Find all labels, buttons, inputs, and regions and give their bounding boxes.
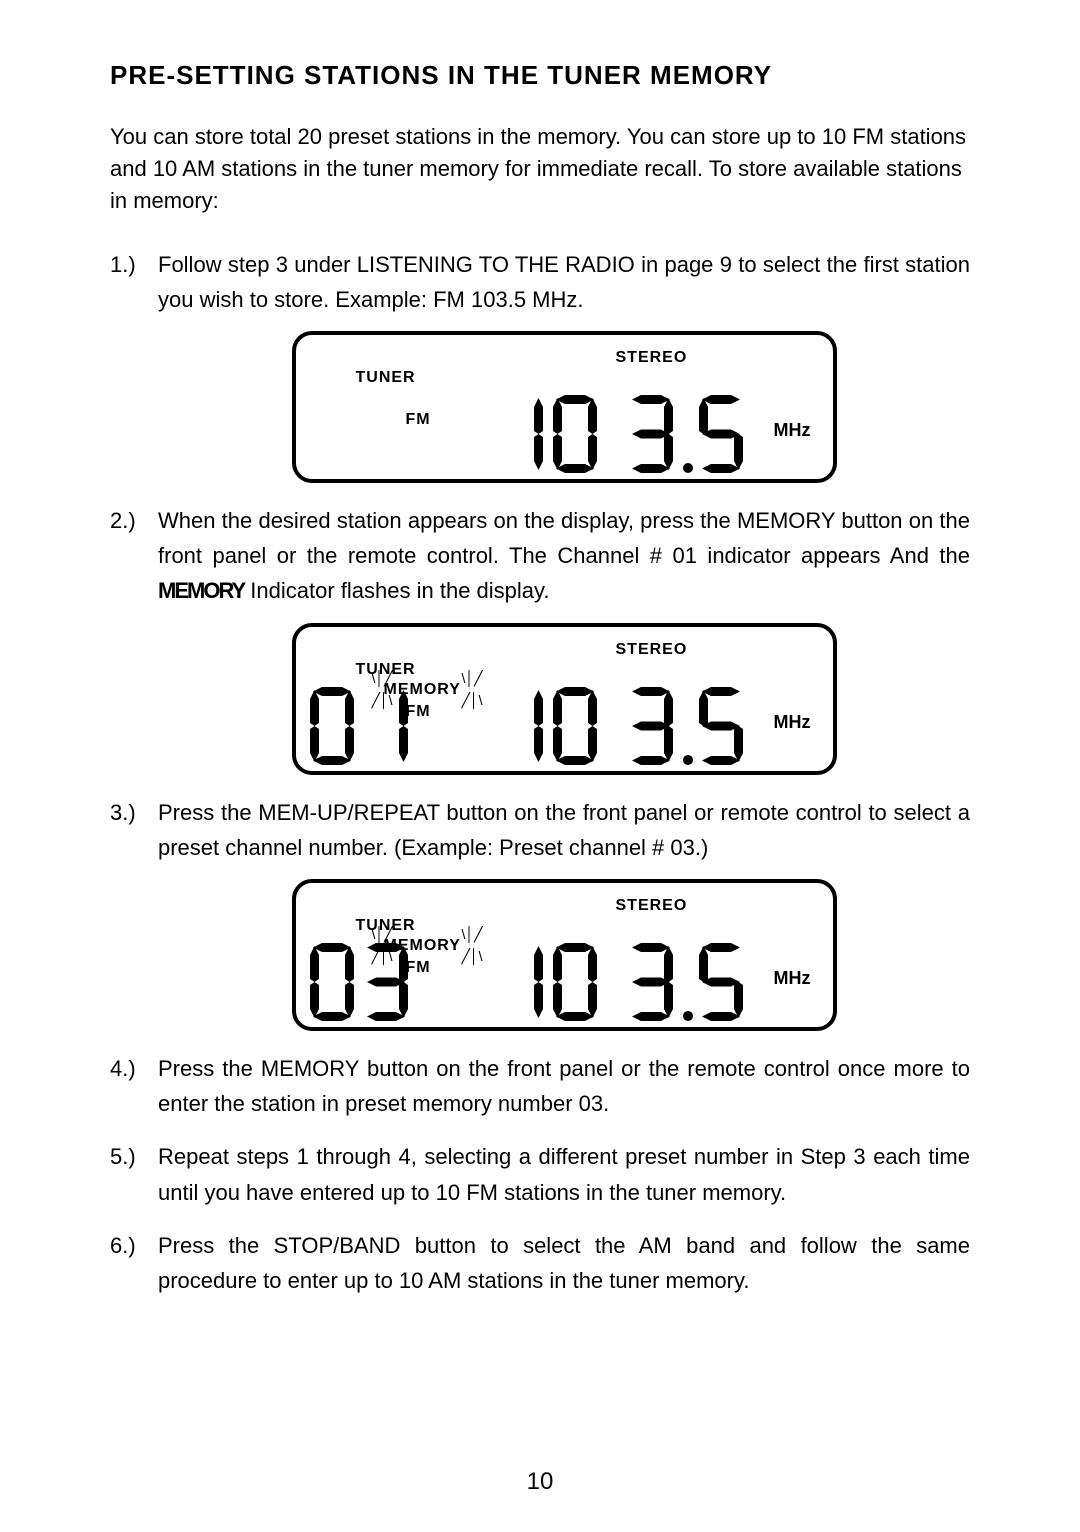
step-3-text: Press the MEM-UP/REPEAT button on the fr… <box>158 800 970 860</box>
preset-digits <box>310 943 418 1021</box>
preset-digits <box>310 687 418 765</box>
fm-label: FM <box>406 407 431 433</box>
memory-word-overstrike: MEMORY <box>158 578 244 603</box>
intro-paragraph: You can store total 20 preset stations i… <box>110 121 970 217</box>
step-1-text: Follow step 3 under LISTENING TO THE RAD… <box>158 252 970 312</box>
step-5-text: Repeat steps 1 through 4, selecting a di… <box>158 1144 970 1204</box>
step-4-text: Press the MEMORY button on the front pan… <box>158 1056 970 1116</box>
step-3: Press the MEM-UP/REPEAT button on the fr… <box>110 795 970 1031</box>
lcd-display-3: STEREOTUNERMEMORY\│╱\│╱╱│\╱│\FMMHz <box>292 879 837 1031</box>
stereo-label: STEREO <box>616 637 688 663</box>
mhz-label: MHz <box>774 416 811 445</box>
step-4: Press the MEMORY button on the front pan… <box>110 1051 970 1121</box>
figure-1: STEREO TUNER FM MHz <box>292 331 837 483</box>
stereo-label: STEREO <box>616 345 688 371</box>
figure-3: STEREOTUNERMEMORY\│╱\│╱╱│\╱│\FMMHz <box>292 879 837 1031</box>
flash-tick: \│╱ <box>372 927 393 941</box>
page-number: 10 <box>0 1468 1080 1496</box>
page-title: PRE-SETTING STATIONS IN THE TUNER MEMORY <box>110 60 970 91</box>
flash-tick: ╱│\ <box>462 949 483 963</box>
flash-tick: \│╱ <box>462 671 483 685</box>
lcd-display-1: STEREO TUNER FM MHz <box>292 331 837 483</box>
flash-tick: ╱│\ <box>462 693 483 707</box>
manual-page: PRE-SETTING STATIONS IN THE TUNER MEMORY… <box>0 0 1080 1532</box>
mhz-label: MHz <box>774 708 811 737</box>
tuner-label: TUNER <box>356 365 416 391</box>
step-6: Press the STOP/BAND button to select the… <box>110 1228 970 1298</box>
frequency-digits <box>499 943 753 1021</box>
steps-list: Follow step 3 under LISTENING TO THE RAD… <box>110 247 970 1298</box>
step-2-text-c: Indicator flashes in the display. <box>244 578 549 603</box>
frequency-digits <box>499 395 753 473</box>
step-6-text: Press the STOP/BAND button to select the… <box>158 1233 970 1293</box>
step-2: When the desired station appears on the … <box>110 503 970 775</box>
step-2-text-a: When the desired station appears on the … <box>158 508 970 568</box>
figure-2: STEREOTUNERMEMORY\│╱\│╱╱│\╱│\FMMHz <box>292 623 837 775</box>
lcd-display-2: STEREOTUNERMEMORY\│╱\│╱╱│\╱│\FMMHz <box>292 623 837 775</box>
flash-tick: \│╱ <box>372 671 393 685</box>
step-5: Repeat steps 1 through 4, selecting a di… <box>110 1139 970 1209</box>
frequency-digits <box>499 687 753 765</box>
step-1: Follow step 3 under LISTENING TO THE RAD… <box>110 247 970 483</box>
flash-tick: \│╱ <box>462 927 483 941</box>
mhz-label: MHz <box>774 964 811 993</box>
stereo-label: STEREO <box>616 893 688 919</box>
